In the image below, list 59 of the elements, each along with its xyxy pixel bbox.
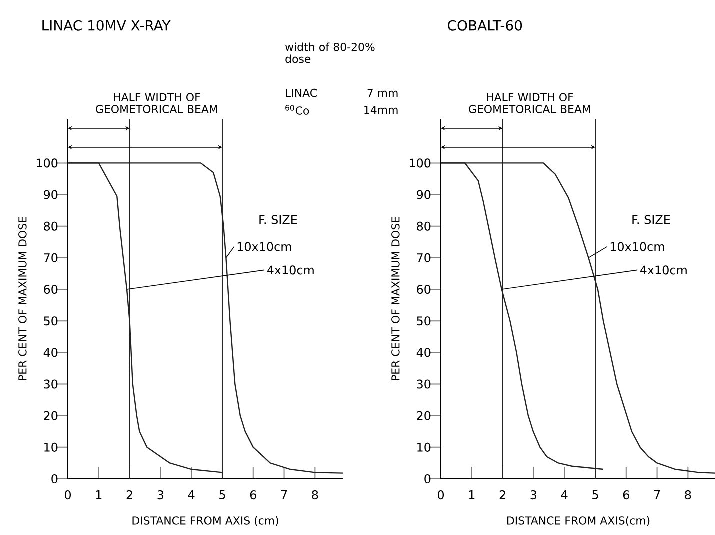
x-tick-label: 4: [188, 490, 195, 500]
text: 4x10cm: [640, 266, 687, 275]
x-tick-label: 4: [561, 490, 568, 500]
y-tick-label: 10: [44, 442, 58, 452]
x-tick-label: 3: [530, 490, 537, 500]
y-tick-label: 80: [44, 222, 58, 231]
x-tick-label: 2: [500, 490, 506, 500]
y-tick-label: 90: [417, 190, 431, 200]
text: 7 mm: [368, 89, 398, 98]
x-tick-label: 5: [592, 490, 598, 500]
text: 14mm: [364, 106, 398, 114]
series-label: 10x10cm: [238, 242, 292, 252]
y-tick-label: 70: [44, 253, 58, 262]
y-tick-label: 80: [417, 222, 431, 231]
x-tick-label: 0: [64, 490, 72, 500]
y-tick-label: 20: [417, 411, 431, 420]
y-tick-label: 40: [44, 348, 58, 358]
y-tick-label: 30: [417, 380, 431, 389]
y-axis-title: PER CENT OF MAXIMUM DOSE: [18, 217, 27, 380]
text: width of 80-20% dose: [286, 42, 375, 64]
text: 4x10cm: [267, 266, 314, 275]
y-tick-label: 60: [44, 285, 58, 294]
legend-title: F. SIZE: [260, 215, 298, 224]
y-axis-title: PER CENT OF MAXIMUM DOSE: [392, 217, 400, 380]
y-tick-label: 90: [44, 190, 58, 200]
x-tick-label: 0: [438, 490, 444, 500]
x-tick-label: 6: [250, 490, 256, 500]
y-tick-label: 100: [36, 158, 58, 168]
y-tick-label: 0: [52, 474, 58, 484]
y-tick-label: 50: [417, 316, 431, 326]
y-tick-label: 40: [416, 348, 431, 358]
x-tick-label: 7: [654, 490, 660, 500]
x-tick-label: 2: [126, 490, 132, 500]
y-tick-label: 10: [418, 442, 431, 452]
text: HALF WIDTH OF GEOMETORICAL BEAM: [96, 93, 218, 114]
y-tick-label: 60: [417, 285, 431, 294]
text: HALF WIDTH OF GEOMETORICAL BEAM: [469, 93, 590, 114]
text: LINAC: [286, 88, 317, 98]
chart-title: LINAC 10MV X-RAY: [42, 20, 171, 31]
x-tick-label: 6: [623, 490, 630, 500]
legend-title: F. SIZE: [632, 215, 670, 224]
x-tick-label: 5: [220, 490, 226, 500]
y-tick-label: 20: [44, 411, 58, 420]
x-tick-label: 3: [158, 490, 164, 500]
x-tick-label: 8: [312, 490, 318, 500]
y-tick-label: 0: [424, 474, 431, 484]
x-tick-label: 1: [469, 490, 475, 500]
x-tick-label: 1: [96, 490, 102, 500]
y-tick-label: 50: [44, 316, 58, 326]
chart-title: COBALT-60: [448, 20, 522, 31]
y-tick-label: 100: [410, 158, 431, 168]
series-label: 10x10cm: [610, 242, 664, 252]
x-tick-label: 8: [685, 490, 692, 500]
x-axis-title: DISTANCE FROM AXIS (cm): [132, 516, 278, 526]
x-tick-label: 7: [281, 490, 288, 500]
y-tick-label: 30: [44, 380, 58, 389]
y-tick-label: 70: [417, 253, 431, 262]
text: $^{60}$Co: [286, 105, 310, 115]
x-axis-title: DISTANCE FROM AXIS(cm): [508, 516, 650, 526]
